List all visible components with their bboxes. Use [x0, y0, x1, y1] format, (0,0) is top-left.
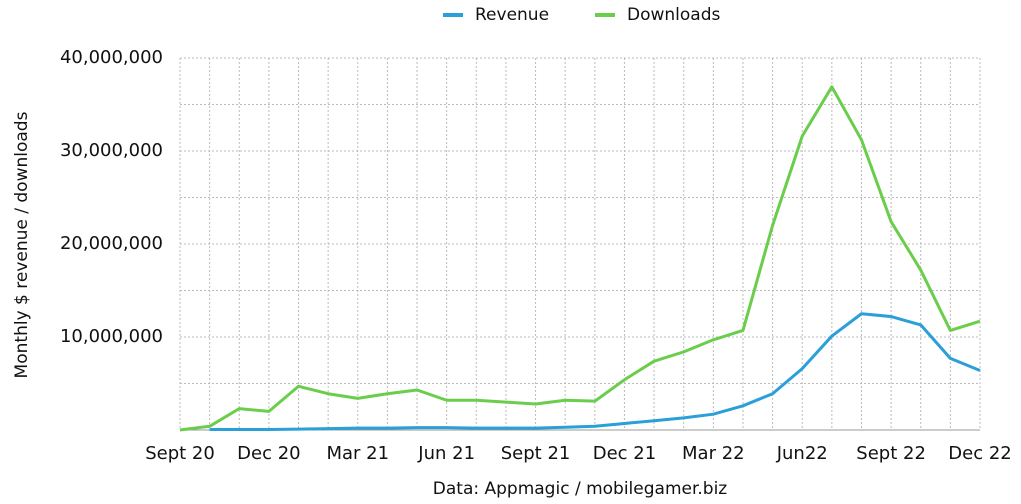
legend-label: Downloads	[627, 5, 721, 25]
legend-label: Revenue	[475, 5, 549, 25]
x-tick-label: Sept 20	[145, 443, 215, 464]
x-tick-label: Dec 21	[593, 443, 656, 464]
x-tick-label: Jun22	[776, 443, 828, 464]
x-tick-label: Dec 20	[237, 443, 300, 464]
line	[209, 312, 981, 432]
source: Data: Appmagic / mobilegamer.biz	[433, 479, 728, 499]
x-tick-label: Mar 21	[326, 443, 389, 464]
x-tick-label: Jun 21	[417, 443, 475, 464]
x-tick-label: Mar 22	[682, 443, 745, 464]
x-tick-label: Sept 21	[501, 443, 571, 464]
line	[179, 85, 981, 432]
y-tick-label: 10,000,000	[60, 326, 163, 347]
y-tick-label: 40,000,000	[60, 47, 163, 68]
x-tick-label: Sept 22	[856, 443, 926, 464]
y-tick-label: 30,000,000	[60, 140, 163, 161]
y-axis-label: Monthly $ revenue / downloads	[12, 111, 32, 378]
x-tick-label: Dec 22	[948, 443, 1011, 464]
y-tick-label: 20,000,000	[60, 233, 163, 254]
